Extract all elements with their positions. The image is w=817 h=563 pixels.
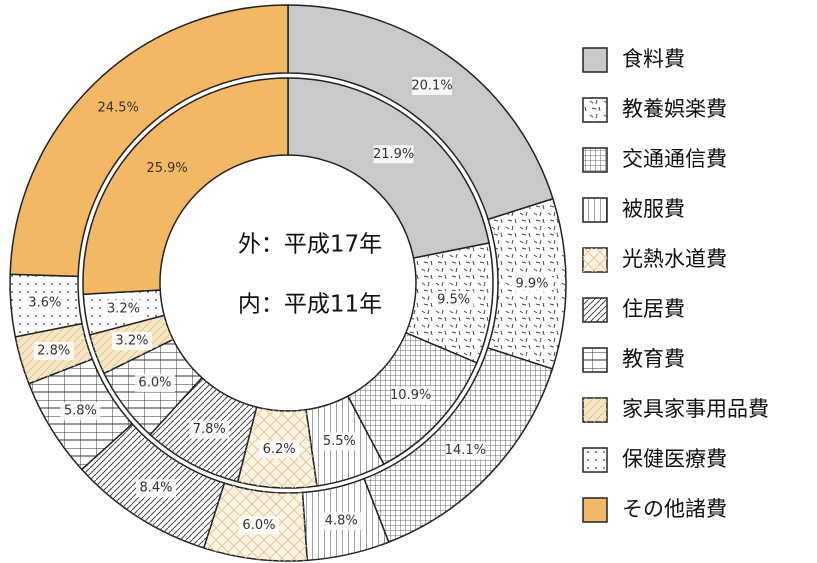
- label-bg: [433, 290, 474, 309]
- wedge: [9, 4, 289, 278]
- data-label: 8.4%: [139, 481, 172, 496]
- legend-swatch-pattern: [583, 248, 607, 272]
- label-bg: [511, 274, 552, 293]
- data-label: 7.8%: [193, 422, 226, 437]
- label-bg: [189, 420, 230, 439]
- data-label: 3.6%: [28, 295, 61, 310]
- legend-label: 家具家事用品費: [622, 397, 769, 421]
- wedge: [287, 77, 490, 259]
- wedge: [82, 77, 289, 296]
- label-bg: [238, 516, 279, 535]
- label-bg: [321, 512, 362, 531]
- data-label: 10.9%: [390, 388, 431, 403]
- inner-ring-label: 内：平成11年: [238, 292, 382, 318]
- data-label: 24.5%: [98, 100, 139, 115]
- label-bg: [111, 332, 152, 351]
- data-label: 14.1%: [445, 443, 486, 458]
- label-bg: [412, 77, 453, 96]
- legend-label: 食料費: [622, 47, 685, 71]
- data-label: 4.8%: [325, 514, 358, 529]
- legend-swatch: [582, 47, 608, 73]
- data-label: 3.2%: [107, 301, 140, 316]
- legend-label: 被服費: [622, 197, 685, 221]
- legend-label: 保健医療費: [622, 447, 727, 471]
- data-label: 5.5%: [323, 434, 356, 449]
- donut: 20.1% 9.9% 14.1% 4.8% 6.0% 8.4% 5.8% 2.8% 3.6% 24…: [9, 4, 567, 562]
- legend-label: 光熱水道費: [622, 247, 727, 271]
- data-label: 21.9%: [373, 147, 414, 162]
- data-label: 6.2%: [263, 442, 296, 457]
- legend-swatch-pattern: [583, 98, 607, 122]
- label-bg: [259, 440, 300, 459]
- legend-swatch-pattern: [583, 298, 607, 322]
- label-bg: [33, 342, 74, 361]
- legend-swatch-pattern: [583, 148, 607, 172]
- label-bg: [134, 374, 175, 393]
- data-label: 9.9%: [515, 276, 548, 291]
- legend-swatch-pattern: [583, 398, 607, 422]
- legend-label: 交通通信費: [622, 147, 727, 171]
- legend-label: 教育費: [622, 347, 685, 371]
- outer-ring-label: 外：平成17年: [238, 232, 382, 258]
- legend-label: 教養娯楽費: [622, 97, 727, 121]
- label-bg: [60, 402, 101, 421]
- data-label: 25.9%: [146, 161, 187, 176]
- label-bg: [103, 299, 144, 318]
- legend-swatch-pattern: [583, 198, 607, 222]
- legend-swatch-pattern: [583, 348, 607, 372]
- data-label: 6.0%: [242, 518, 275, 533]
- legend-label: その他諸費: [622, 497, 727, 521]
- label-bg: [319, 432, 360, 451]
- legend-swatch: [582, 497, 608, 523]
- legend-swatch-pattern: [583, 448, 607, 472]
- data-label: 9.5%: [437, 292, 470, 307]
- legend-label: 住居費: [622, 297, 685, 321]
- data-label: 20.1%: [411, 79, 452, 94]
- label-bg: [390, 386, 431, 405]
- label-bg: [373, 145, 414, 164]
- label-bg: [135, 479, 176, 498]
- data-label: 2.8%: [37, 344, 70, 359]
- legend: 食料費教養娯楽費交通通信費被服費光熱水道費住居費教育費家具家事用品費保健医療費そ…: [582, 47, 769, 523]
- data-label: 5.8%: [64, 404, 97, 419]
- data-label: 6.0%: [138, 376, 171, 391]
- data-label: 3.2%: [115, 334, 148, 349]
- label-bg: [445, 441, 486, 460]
- label-bg: [24, 293, 65, 312]
